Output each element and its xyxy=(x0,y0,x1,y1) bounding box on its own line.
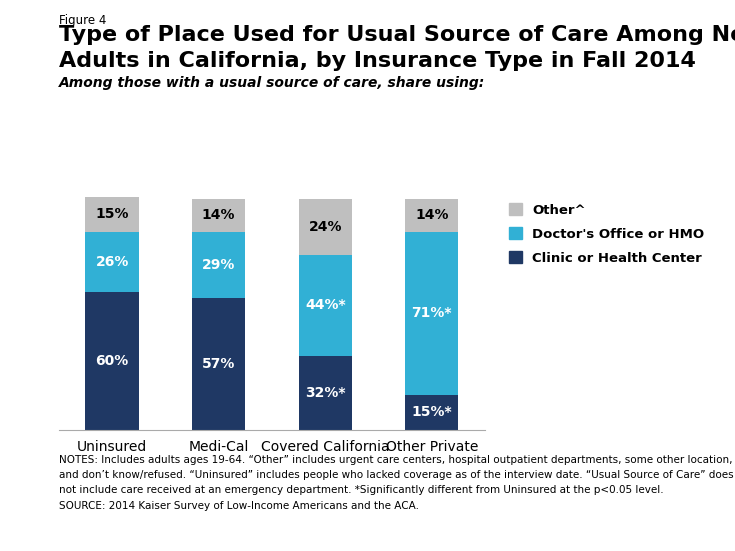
Text: and don’t know/refused. “Uninsured” includes people who lacked coverage as of th: and don’t know/refused. “Uninsured” incl… xyxy=(59,470,734,480)
Bar xyxy=(298,255,352,356)
Text: SOURCE: 2014 Kaiser Survey of Low-Income Americans and the ACA.: SOURCE: 2014 Kaiser Survey of Low-Income… xyxy=(59,501,419,511)
Text: 29%: 29% xyxy=(202,258,235,272)
Text: 32%*: 32%* xyxy=(305,386,345,400)
Bar xyxy=(192,199,245,231)
Text: 15%: 15% xyxy=(96,207,129,222)
Legend: Other^, Doctor's Office or HMO, Clinic or Health Center: Other^, Doctor's Office or HMO, Clinic o… xyxy=(509,203,705,264)
Bar xyxy=(298,199,352,255)
Text: KAISER: KAISER xyxy=(632,502,684,515)
Bar xyxy=(192,231,245,299)
Text: 24%: 24% xyxy=(309,220,342,234)
Bar xyxy=(85,197,139,231)
Bar xyxy=(405,395,459,430)
Text: 15%*: 15%* xyxy=(412,406,452,419)
Text: NOTES: Includes adults ages 19-64. “Other” includes urgent care centers, hospita: NOTES: Includes adults ages 19-64. “Othe… xyxy=(59,455,732,464)
Text: 26%: 26% xyxy=(96,255,129,268)
Bar xyxy=(405,231,459,395)
Text: Type of Place Used for Usual Source of Care Among Nonelderly: Type of Place Used for Usual Source of C… xyxy=(59,25,735,45)
Text: 44%*: 44%* xyxy=(305,298,345,312)
Text: 60%: 60% xyxy=(96,354,129,368)
Text: 71%*: 71%* xyxy=(412,306,452,321)
Text: 14%: 14% xyxy=(202,208,235,223)
Text: 57%: 57% xyxy=(202,357,235,371)
Text: THE HENRY J.: THE HENRY J. xyxy=(634,493,681,499)
Text: Figure 4: Figure 4 xyxy=(59,14,106,27)
Bar xyxy=(192,299,245,430)
Text: not include care received at an emergency department. *Significantly different f: not include care received at an emergenc… xyxy=(59,485,664,495)
Text: FAMILY: FAMILY xyxy=(634,514,682,527)
Bar xyxy=(298,356,352,430)
Bar xyxy=(85,291,139,430)
Text: FOUNDATION: FOUNDATION xyxy=(634,529,681,534)
Text: Adults in California, by Insurance Type in Fall 2014: Adults in California, by Insurance Type … xyxy=(59,51,695,71)
Text: Among those with a usual source of care, share using:: Among those with a usual source of care,… xyxy=(59,76,485,90)
Bar xyxy=(405,199,459,231)
Bar xyxy=(85,231,139,291)
Text: 14%: 14% xyxy=(415,208,448,223)
